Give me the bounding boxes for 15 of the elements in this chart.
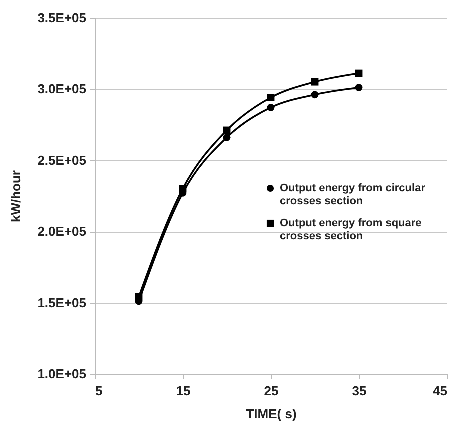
x-tick-label: 15 <box>176 384 191 398</box>
y-tick-label: 3.5E+05 <box>38 10 86 26</box>
y-tick-label: 1.0E+05 <box>38 366 86 382</box>
y-tick-label: 3.0E+05 <box>38 82 86 97</box>
x-axis-title: TIME( s) <box>246 406 297 422</box>
y-tick-label: 1.5E+05 <box>38 295 86 310</box>
y-axis-title: kW/hour <box>8 170 24 222</box>
y-tick-label: 2.0E+05 <box>38 224 86 240</box>
x-tick-label: 45 <box>433 384 448 398</box>
x-tick-label: 25 <box>264 384 279 398</box>
y-tick-label: 2.5E+05 <box>38 152 86 168</box>
x-tick-label: 35 <box>352 384 367 398</box>
legend-label: Output energy from circular crosses section <box>280 182 426 208</box>
legend-label: Output energy from square crosses section <box>280 218 422 242</box>
x-tick-label: 5 <box>96 384 103 398</box>
